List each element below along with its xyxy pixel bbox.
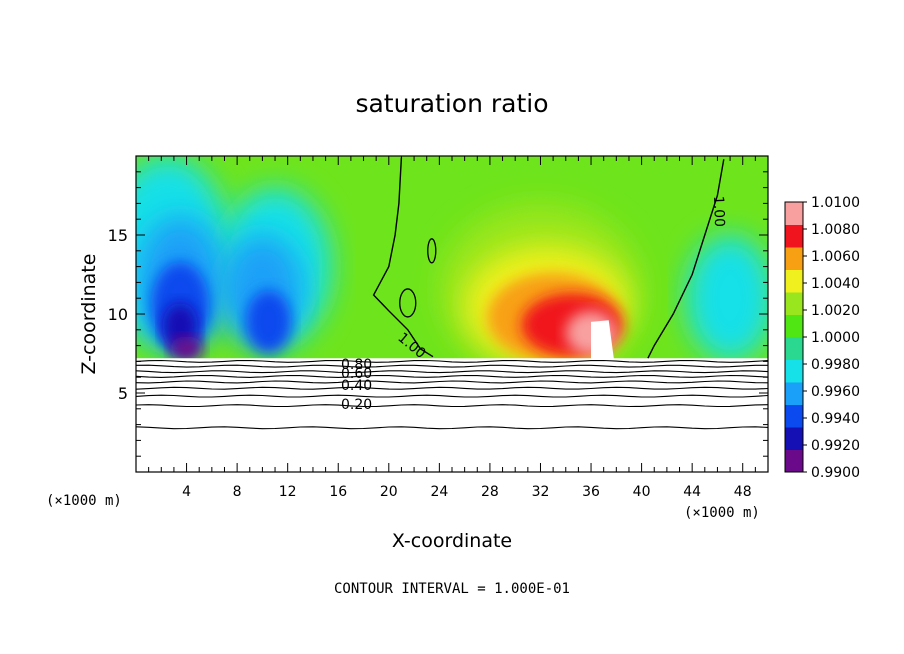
colorbar-band [785, 449, 803, 473]
plot-area [136, 156, 768, 472]
y-tick-label: 5 [118, 384, 128, 403]
contour-line [136, 364, 768, 368]
colorbar-label: 1.0040 [811, 276, 860, 292]
colorbar-band [785, 292, 803, 315]
contour-line [427, 238, 437, 264]
colorbar: 1.0100 1.0080 1.0060 1.0040 1.0020 1.0000 0.99… [784, 195, 860, 481]
x-tick-label: 20 [380, 484, 398, 500]
colorbar-label: 1.0000 [811, 330, 860, 346]
contour-line [136, 380, 768, 384]
contour-line [399, 288, 417, 318]
colorbar-band [785, 404, 803, 428]
contour-line [136, 404, 768, 408]
y-tick-label: 15 [108, 226, 128, 245]
colorbar-band [785, 382, 803, 405]
field-region [685, 235, 768, 362]
x-tick-label: 44 [683, 484, 701, 500]
x-tick-label: 4 [182, 484, 191, 500]
colorbar-band [785, 427, 803, 450]
contour-line [136, 394, 768, 398]
colorbar-label: 0.9920 [811, 438, 860, 454]
colorbar-label: 1.0100 [811, 195, 860, 211]
x-tick-label: 28 [481, 484, 499, 500]
field-region [170, 336, 203, 362]
upper-contours [372, 157, 725, 359]
x-axis: 4 8 12 16 20 24 28 32 36 40 44 48 [148, 156, 756, 500]
colorbar-label: 1.0060 [811, 249, 860, 265]
y-axis: 5 10 15 [108, 171, 768, 457]
colorbar-band [785, 269, 803, 293]
colorbar-band [785, 314, 803, 338]
y-axis-label: Z-coordinate [78, 254, 100, 375]
contour-label-0-60: 0.60 [341, 366, 372, 382]
colorbar-label: 0.9900 [811, 465, 860, 481]
contour-label-0-20: 0.20 [341, 397, 372, 413]
colorbar-label: 0.9940 [811, 411, 860, 427]
chart-title: saturation ratio [355, 89, 548, 118]
contour-line [136, 370, 768, 374]
x-unit-left: (×1000 m) [46, 493, 122, 509]
x-tick-label: 36 [582, 484, 600, 500]
colorbar-label: 0.9960 [811, 384, 860, 400]
x-tick-label: 8 [233, 484, 242, 500]
colorbar-band [785, 224, 803, 248]
x-tick-label: 16 [329, 484, 347, 500]
colorbar-band [785, 247, 803, 270]
contour-label-0-80: 0.80 [341, 357, 372, 373]
x-tick-label: 32 [532, 484, 550, 500]
contour-line [136, 386, 768, 390]
contour-interval-note: CONTOUR INTERVAL = 1.000E-01 [334, 581, 570, 597]
colorbar-band [785, 359, 803, 383]
x-tick-label: 12 [279, 484, 297, 500]
colorbar-band [785, 337, 803, 360]
contour-line [372, 157, 434, 358]
contour-label-1-00-upper: 1.00 [710, 196, 727, 228]
x-tick-label: 24 [430, 484, 448, 500]
x-tick-label: 40 [633, 484, 651, 500]
lower-contours [136, 359, 768, 430]
contour-line [647, 159, 725, 359]
x-unit-right: (×1000 m) [684, 505, 760, 521]
contour-line [136, 426, 768, 430]
x-axis-label: X-coordinate [392, 530, 512, 552]
contour-line [136, 374, 768, 378]
colorbar-label: 1.0080 [811, 222, 860, 238]
colorbar-label: 1.0020 [811, 303, 860, 319]
colorbar-label: 0.9980 [811, 357, 860, 373]
colorbar-band [785, 202, 803, 225]
field-region [245, 290, 292, 354]
x-tick-label: 48 [734, 484, 752, 500]
contour-label-0-40: 0.40 [341, 378, 372, 394]
y-tick-label: 10 [108, 305, 128, 324]
contour-line [136, 359, 768, 363]
